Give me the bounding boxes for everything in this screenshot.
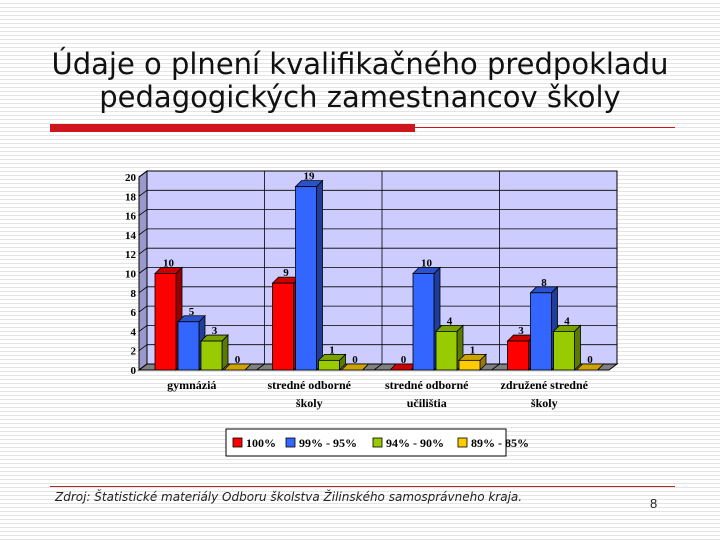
gridline-side: [138, 363, 148, 371]
bar-top: [340, 363, 370, 371]
bar: [435, 330, 458, 371]
bar: [154, 273, 177, 371]
y-tick-label: 20: [125, 172, 137, 184]
bar: [200, 340, 223, 371]
y-tick-label: 8: [131, 288, 137, 300]
x-category-label: stredné odborné: [268, 378, 352, 392]
bar-top: [223, 363, 252, 371]
title-underline-thin: [415, 127, 675, 128]
slide-title: Údaje o plnení kvalifikačného predpoklad…: [40, 48, 680, 114]
category-separator-floor: [256, 363, 265, 371]
bar: [295, 186, 317, 371]
y-tick-label: 12: [125, 249, 137, 261]
bar: [272, 282, 294, 371]
bar-top: [575, 363, 605, 371]
legend-swatch: [457, 437, 468, 448]
source-note: Zdroj: Štatistické materiály Odboru škol…: [55, 490, 523, 504]
y-tick-label: 18: [125, 191, 137, 203]
legend-label: 89% - 85%: [471, 436, 529, 450]
bar: [318, 359, 340, 371]
title-underline-thick: [50, 124, 415, 132]
legend-swatch: [232, 437, 243, 448]
y-tick-label: 14: [125, 230, 137, 242]
bar: [530, 292, 552, 371]
x-category-label: školy: [296, 396, 323, 410]
y-tick-label: 4: [131, 326, 137, 338]
gridline-side: [138, 267, 148, 274]
x-category-label: učilištia: [407, 396, 447, 410]
bar: [458, 359, 481, 371]
bar-value-label: 0: [401, 354, 407, 366]
y-tick-label: 6: [131, 307, 137, 319]
y-tick-label: 16: [125, 211, 137, 223]
bar-value-label: 5: [189, 306, 195, 318]
bar-value-label: 19: [304, 171, 316, 183]
category-separator-floor: [491, 363, 500, 371]
x-category-label: stredné odborné: [385, 378, 469, 392]
footer-rule: [50, 486, 675, 487]
y-tick-label: 0: [131, 365, 137, 377]
bar-value-label: 0: [587, 354, 593, 366]
bar-value-label: 10: [421, 258, 433, 270]
slide-title-line-1: Údaje o plnení kvalifikačného predpoklad…: [51, 47, 669, 81]
bar-value-label: 4: [564, 315, 570, 327]
bar-value-label: 10: [163, 258, 175, 270]
legend-label: 99% - 95%: [299, 436, 357, 450]
bar-value-label: 0: [352, 354, 358, 366]
gridline-side: [138, 247, 148, 255]
bar-side: [316, 179, 323, 371]
legend-swatch: [372, 437, 383, 448]
x-category-label: združené stredné: [501, 378, 589, 392]
y-tick-label: 2: [131, 346, 137, 358]
gridline-side: [138, 344, 148, 352]
bar: [553, 330, 575, 371]
page-number: 8: [650, 496, 658, 511]
bar-value-label: 1: [470, 344, 476, 356]
gridline-side: [138, 209, 148, 216]
category-separator-floor: [373, 363, 383, 371]
bar-value-label: 4: [447, 315, 453, 327]
bar-value-label: 1: [329, 344, 335, 356]
y-tick-label: 10: [125, 269, 137, 281]
bar-value-label: 3: [212, 325, 218, 337]
gridline-side: [138, 286, 148, 294]
bar: [507, 340, 529, 371]
slide-title-line-2: pedagogických zamestnancov školy: [99, 80, 621, 114]
legend-label: 94% - 90%: [386, 436, 444, 450]
bar-side: [574, 324, 581, 371]
bar-value-label: 8: [541, 277, 547, 289]
bar-value-label: 9: [283, 267, 289, 279]
gridline-side: [138, 170, 148, 178]
bar: [177, 321, 200, 371]
legend-swatch: [285, 437, 296, 448]
bar-value-label: 3: [518, 325, 524, 337]
gridline-side: [138, 325, 148, 332]
gridline-side: [138, 189, 148, 197]
gridline-side: [138, 228, 148, 236]
bar: [412, 273, 435, 371]
gridline-side: [138, 305, 148, 313]
x-category-label: školy: [531, 396, 558, 410]
legend-box: [225, 428, 507, 457]
x-category-label: gymnáziá: [167, 378, 216, 392]
legend-label: 100%: [246, 436, 276, 450]
bar-value-label: 0: [235, 354, 241, 366]
